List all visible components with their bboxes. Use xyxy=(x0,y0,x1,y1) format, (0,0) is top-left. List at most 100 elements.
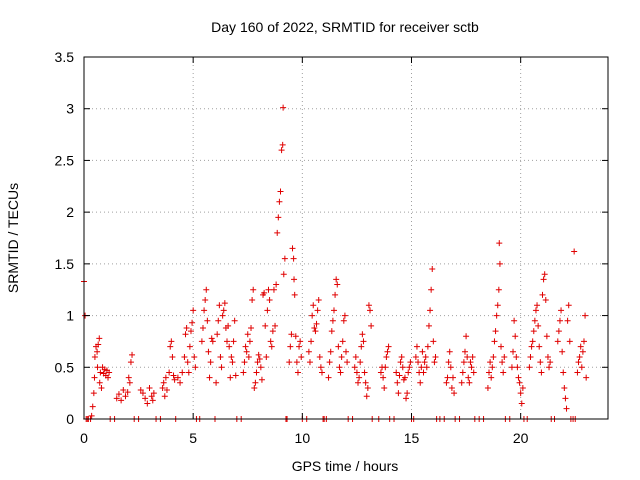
y-tick-label: 0 xyxy=(66,411,74,427)
data-point xyxy=(204,317,211,324)
data-point xyxy=(381,384,388,391)
data-point xyxy=(257,364,264,371)
data-point xyxy=(571,248,578,255)
data-point xyxy=(225,322,232,329)
data-point xyxy=(368,322,375,329)
data-point xyxy=(253,369,260,376)
data-point xyxy=(229,359,236,366)
plot-frame xyxy=(83,56,609,420)
data-point xyxy=(405,369,412,376)
y-tick-label: 3.5 xyxy=(55,49,75,65)
data-point xyxy=(558,307,565,314)
data-point xyxy=(170,372,177,379)
data-point xyxy=(148,393,155,400)
data-point xyxy=(577,343,584,350)
data-point xyxy=(297,338,304,345)
data-point xyxy=(290,255,297,262)
data-point xyxy=(508,364,515,371)
data-point xyxy=(249,297,256,304)
data-point xyxy=(396,372,403,379)
data-point xyxy=(192,364,199,371)
data-point xyxy=(443,379,450,386)
data-point xyxy=(232,372,239,379)
data-point xyxy=(217,353,224,360)
data-point xyxy=(340,317,347,324)
data-point xyxy=(377,369,384,376)
data-point xyxy=(532,307,539,314)
data-point xyxy=(190,307,197,314)
data-point xyxy=(336,364,343,371)
data-point xyxy=(339,338,346,345)
data-point xyxy=(243,348,250,355)
data-point xyxy=(218,364,225,371)
data-point xyxy=(501,353,508,360)
data-point xyxy=(220,307,227,314)
data-point xyxy=(182,331,189,338)
data-point xyxy=(125,374,132,381)
data-point xyxy=(94,348,101,355)
data-point xyxy=(106,369,113,376)
data-point xyxy=(185,369,192,376)
data-point xyxy=(543,333,550,340)
data-point xyxy=(566,338,573,345)
data-point xyxy=(422,353,429,360)
data-point xyxy=(510,348,517,355)
data-point xyxy=(513,353,520,360)
data-point xyxy=(425,322,432,329)
data-point xyxy=(580,338,587,345)
data-point xyxy=(314,307,321,314)
data-point xyxy=(95,341,102,348)
data-point xyxy=(355,379,362,386)
data-point xyxy=(565,302,572,309)
data-point xyxy=(461,348,468,355)
data-point xyxy=(312,328,319,335)
data-point xyxy=(317,364,324,371)
data-point xyxy=(418,364,425,371)
data-point xyxy=(556,317,563,324)
data-point xyxy=(494,302,501,309)
data-point xyxy=(272,322,279,329)
data-point xyxy=(560,369,567,376)
data-point xyxy=(421,359,428,366)
data-point xyxy=(270,286,277,293)
data-point xyxy=(447,364,454,371)
data-point xyxy=(360,338,367,345)
y-tick-label: 3 xyxy=(66,101,74,117)
data-point xyxy=(313,320,320,327)
data-point xyxy=(512,333,519,340)
data-point xyxy=(487,359,494,366)
data-point xyxy=(536,343,543,350)
data-point xyxy=(191,353,198,360)
data-point xyxy=(343,348,349,355)
data-point xyxy=(213,379,220,386)
data-point xyxy=(166,369,173,376)
data-point xyxy=(113,395,120,402)
chart-title: Day 160 of 2022, SRMTID for receiver sct… xyxy=(211,19,479,35)
data-point xyxy=(463,333,470,340)
data-point xyxy=(261,289,268,296)
data-point xyxy=(541,271,548,278)
data-point xyxy=(129,351,136,358)
data-point xyxy=(537,359,544,366)
data-point xyxy=(88,412,95,419)
data-point xyxy=(555,328,562,335)
data-point xyxy=(265,286,272,293)
data-point xyxy=(458,379,465,386)
data-point xyxy=(266,297,273,304)
data-point xyxy=(380,374,387,381)
data-point xyxy=(337,369,344,376)
data-point xyxy=(292,333,299,340)
x-tick-label: 15 xyxy=(404,430,420,446)
data-point xyxy=(248,324,255,331)
data-point xyxy=(241,359,248,366)
data-point xyxy=(333,276,340,283)
data-point xyxy=(384,348,391,355)
data-point xyxy=(94,364,101,371)
data-point xyxy=(198,338,205,345)
data-point xyxy=(563,405,570,412)
data-point xyxy=(277,188,284,195)
data-point xyxy=(228,353,235,360)
data-point xyxy=(179,369,186,376)
data-point xyxy=(167,343,174,350)
